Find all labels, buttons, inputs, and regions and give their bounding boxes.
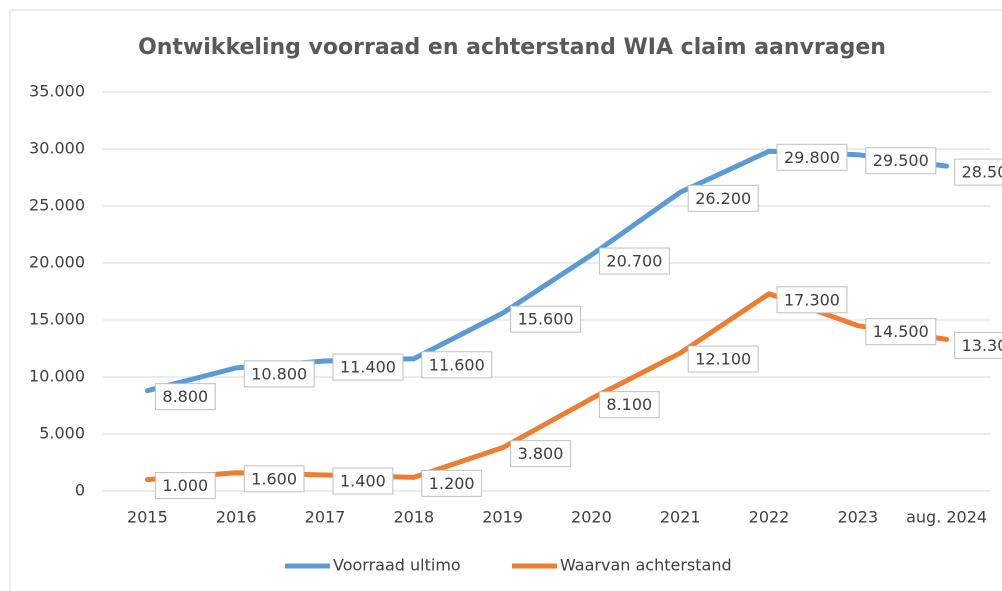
data-label: 11.400 [340, 358, 396, 377]
data-label: 8.800 [162, 387, 208, 406]
data-label-box [776, 286, 848, 314]
data-label: 3.800 [518, 444, 564, 463]
data-label-box [243, 360, 315, 388]
legend-label: Waarvan achterstand [560, 556, 732, 575]
data-label-box [154, 383, 216, 411]
data-label: 26.200 [695, 189, 751, 208]
x-tick-label: 2019 [482, 508, 523, 527]
y-tick-label: 0 [75, 481, 85, 500]
x-tick-label: 2018 [393, 508, 434, 527]
data-label-box [332, 467, 394, 495]
chart-title: Ontwikkeling voorraad en achterstand WIA… [138, 35, 886, 60]
y-tick-label: 20.000 [29, 253, 85, 272]
data-label: 29.800 [784, 148, 840, 167]
data-label: 1.200 [429, 474, 475, 493]
data-label-box [421, 469, 483, 497]
data-label-box [776, 143, 848, 171]
data-label: 13.300 [962, 336, 1002, 355]
data-label-box [687, 345, 759, 373]
data-label: 17.300 [784, 290, 840, 309]
data-label: 14.500 [873, 322, 929, 341]
data-label-box [154, 472, 216, 500]
data-label: 29.500 [873, 151, 929, 170]
data-label-box [598, 391, 660, 419]
y-tick-label: 5.000 [39, 424, 85, 443]
data-label-box [954, 331, 1002, 359]
data-label-box [332, 353, 404, 381]
x-tick-label: 2020 [571, 508, 612, 527]
x-tick-label: 2023 [837, 508, 878, 527]
data-label-box [421, 351, 493, 379]
data-label-box [510, 440, 571, 468]
data-label: 11.600 [429, 355, 485, 374]
y-tick-label: 10.000 [29, 367, 85, 386]
data-label-box [243, 465, 305, 493]
data-label-box [865, 147, 937, 175]
data-label-box [687, 184, 759, 212]
y-tick-label: 25.000 [29, 196, 85, 215]
x-tick-label: aug. 2024 [906, 508, 987, 527]
data-label-box [510, 305, 582, 333]
y-tick-label: 15.000 [29, 310, 85, 329]
x-tick-label: 2016 [216, 508, 257, 527]
data-label-box [598, 247, 670, 275]
data-label-box [954, 158, 1002, 186]
y-tick-label: 30.000 [29, 139, 85, 158]
x-tick-label: 2017 [305, 508, 346, 527]
x-tick-label: 2021 [660, 508, 701, 527]
x-tick-label: 2015 [127, 508, 168, 527]
data-label: 20.700 [606, 252, 662, 271]
data-label: 8.100 [606, 395, 652, 414]
data-label: 15.600 [518, 310, 574, 329]
data-label: 1.400 [340, 472, 386, 491]
data-label: 10.800 [251, 364, 307, 383]
data-label: 1.000 [162, 476, 208, 495]
data-label: 1.600 [251, 469, 297, 488]
x-tick-label: 2022 [749, 508, 790, 527]
data-label-box [865, 318, 937, 346]
data-label: 12.100 [695, 350, 751, 369]
data-label: 28.500 [962, 163, 1002, 182]
legend-label: Voorraad ultimo [333, 556, 461, 575]
chart-border [9, 9, 1002, 591]
y-tick-label: 35.000 [29, 82, 85, 101]
